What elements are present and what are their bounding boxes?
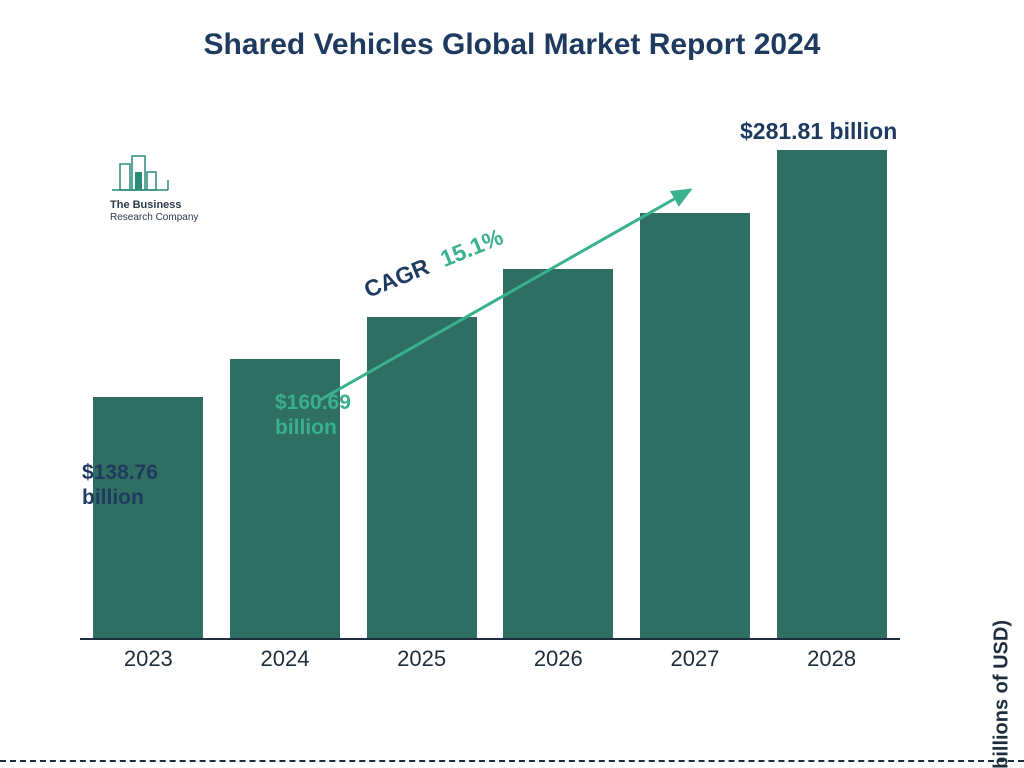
chart-container: Shared Vehicles Global Market Report 202… xyxy=(0,0,1024,768)
y-axis-label: Market Size (in billions of USD) xyxy=(990,620,1013,768)
cagr-label: CAGR 15.1% xyxy=(360,250,507,277)
value-callout-1: $160.69billion xyxy=(275,390,351,440)
cagr-arrow-icon xyxy=(0,0,1024,768)
value-callout-0: $138.76billion xyxy=(82,460,158,510)
footer-divider xyxy=(0,760,1024,762)
value-callout-2: $281.81 billion xyxy=(740,118,897,146)
